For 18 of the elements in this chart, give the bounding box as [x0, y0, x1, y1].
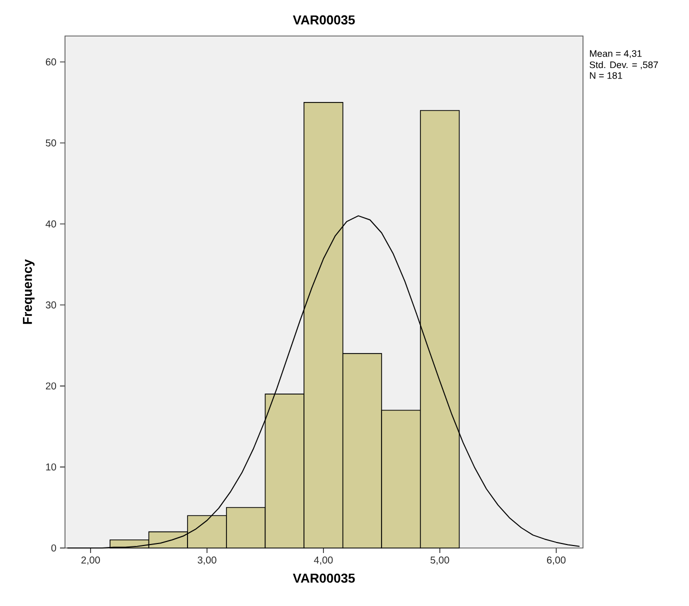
x-tick-label: 3,00	[198, 556, 216, 565]
text: N = 181	[590, 72, 622, 79]
y-tick-label: 10	[46, 463, 56, 471]
text: Std. Dev. = ,587	[590, 61, 658, 70]
y-tick-label: 30	[46, 301, 56, 308]
x-axis-title: VAR00035	[292, 574, 355, 583]
x-tick-label: 4,00	[314, 556, 333, 565]
text: Mean = 4,31	[590, 50, 642, 58]
y-tick-label: 20	[46, 382, 56, 390]
y-tick-label: 0	[51, 544, 56, 552]
y-axis-title: Frequency	[22, 259, 35, 324]
y-tick-label: 40	[46, 220, 56, 228]
y-tick-label: 50	[46, 139, 56, 146]
x-tick-label: 5,00	[430, 556, 450, 565]
x-tick-label: 2,00	[81, 556, 100, 565]
chart-title: VAR00035	[292, 15, 355, 24]
x-tick-label: 6,00	[547, 556, 566, 565]
y-tick-label: 60	[46, 58, 56, 66]
